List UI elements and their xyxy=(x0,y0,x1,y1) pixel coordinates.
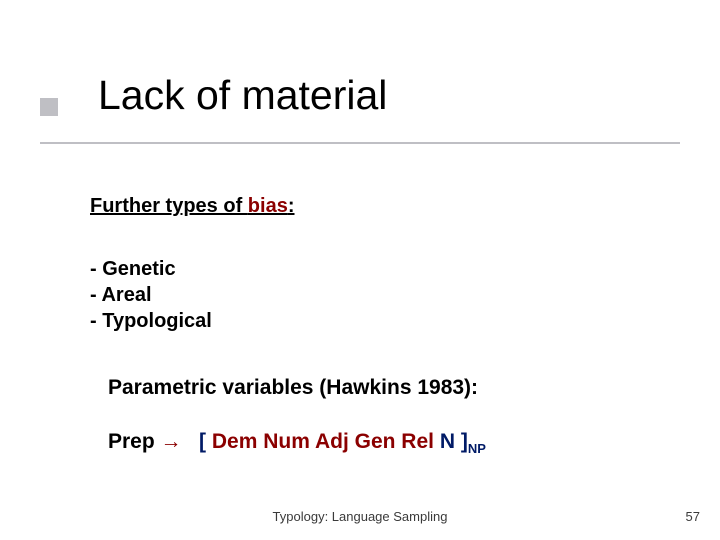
expr-N: N xyxy=(440,430,461,453)
expr-subscript-np: NP xyxy=(468,441,486,456)
expr-lbracket: [ xyxy=(199,430,212,453)
title-underline xyxy=(40,142,680,144)
subhead-suffix: : xyxy=(288,195,295,217)
slide: Lack of material Further types of bias: … xyxy=(0,0,720,540)
parametric-line: Parametric variables (Hawkins 1983): xyxy=(108,376,650,400)
subheading: Further types of bias: xyxy=(90,195,650,218)
list-item: - Genetic xyxy=(90,256,650,282)
list-item: - Typological xyxy=(90,308,650,334)
bullet-list: - Genetic - Areal - Typological xyxy=(90,256,650,334)
expression-line: Prep → [ Dem Num Adj Gen Rel N ]NP xyxy=(108,430,650,456)
arrow-icon: → xyxy=(161,430,182,453)
expr-gap xyxy=(182,430,200,453)
expr-prep: Prep xyxy=(108,430,161,453)
subhead-bias-word: bias xyxy=(248,195,288,217)
title-bullet-icon xyxy=(40,98,58,116)
expr-inner: Dem Num Adj Gen Rel xyxy=(212,430,440,453)
page-number: 57 xyxy=(686,509,700,524)
slide-title: Lack of material xyxy=(98,72,387,119)
slide-body: Further types of bias: - Genetic - Areal… xyxy=(90,195,650,456)
expr-rbracket: ] xyxy=(461,430,468,453)
list-item: - Areal xyxy=(90,282,650,308)
footer-text: Typology: Language Sampling xyxy=(0,509,720,524)
subhead-prefix: Further types of xyxy=(90,195,248,217)
